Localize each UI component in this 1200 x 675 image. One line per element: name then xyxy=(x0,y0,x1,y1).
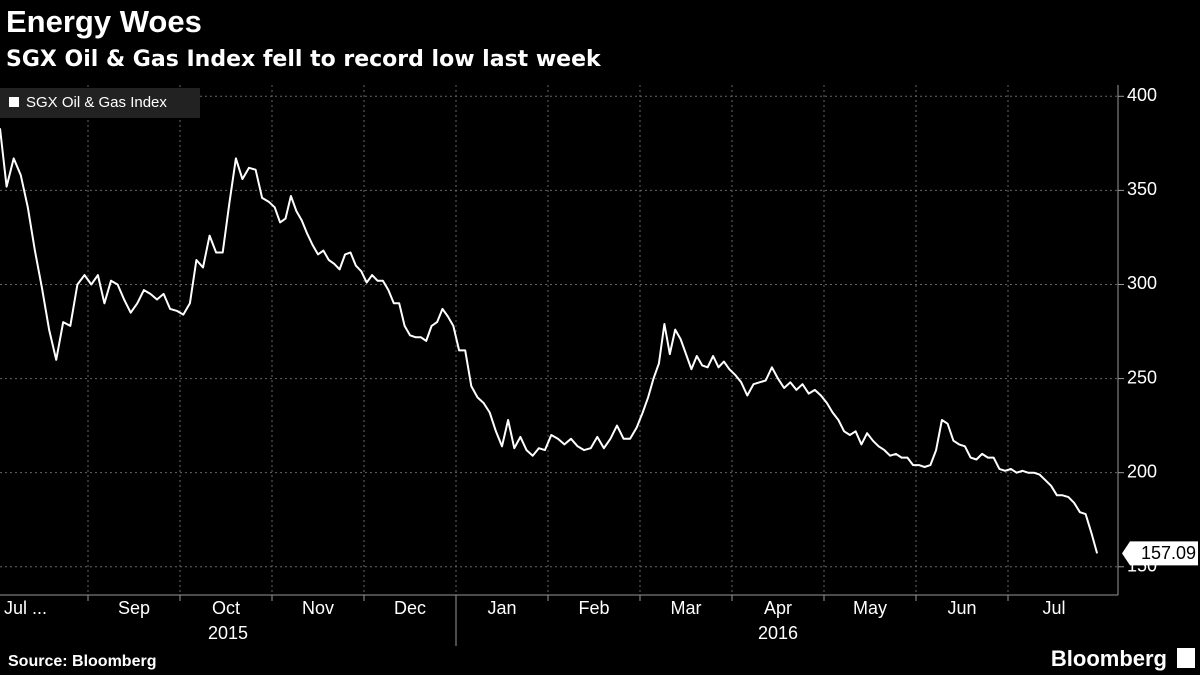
x-tick-label: Feb xyxy=(578,598,609,618)
x-tick-label: Jan xyxy=(487,598,516,618)
legend-box xyxy=(0,88,200,118)
y-tick-label: 350 xyxy=(1127,179,1157,199)
x-tick-label: Jul xyxy=(1042,598,1065,618)
x-tick-label: Apr xyxy=(764,598,792,618)
source: Source: Bloomberg xyxy=(8,653,156,670)
x-tick-label: Mar xyxy=(671,598,702,618)
y-tick-label: 300 xyxy=(1127,273,1157,293)
year-label: 2015 xyxy=(208,623,248,643)
x-tick-label: Dec xyxy=(394,598,426,618)
year-label: 2016 xyxy=(758,623,798,643)
x-tick-label: Jun xyxy=(947,598,976,618)
last-value-box xyxy=(1122,541,1198,566)
brand: Bloomberg xyxy=(1051,646,1167,671)
y-tick-label: 400 xyxy=(1127,85,1157,105)
data-line xyxy=(0,128,1099,554)
chart-subtitle: SGX Oil & Gas Index fell to record low l… xyxy=(6,47,602,72)
legend-swatch xyxy=(9,97,19,107)
x-tick-label: Oct xyxy=(212,598,240,618)
y-tick-label: 200 xyxy=(1127,461,1157,481)
brand-icon xyxy=(1177,648,1195,668)
x-tick-label: Jul ... xyxy=(4,598,47,618)
chart-title: Energy Woes xyxy=(6,4,202,39)
legend-label: SGX Oil & Gas Index xyxy=(26,94,167,111)
x-tick-label: May xyxy=(853,598,887,618)
last-value-label: 157.09 xyxy=(1141,543,1196,563)
x-tick-label: Sep xyxy=(118,598,150,618)
x-tick-label: Nov xyxy=(302,598,334,618)
y-tick-label: 250 xyxy=(1127,367,1157,387)
